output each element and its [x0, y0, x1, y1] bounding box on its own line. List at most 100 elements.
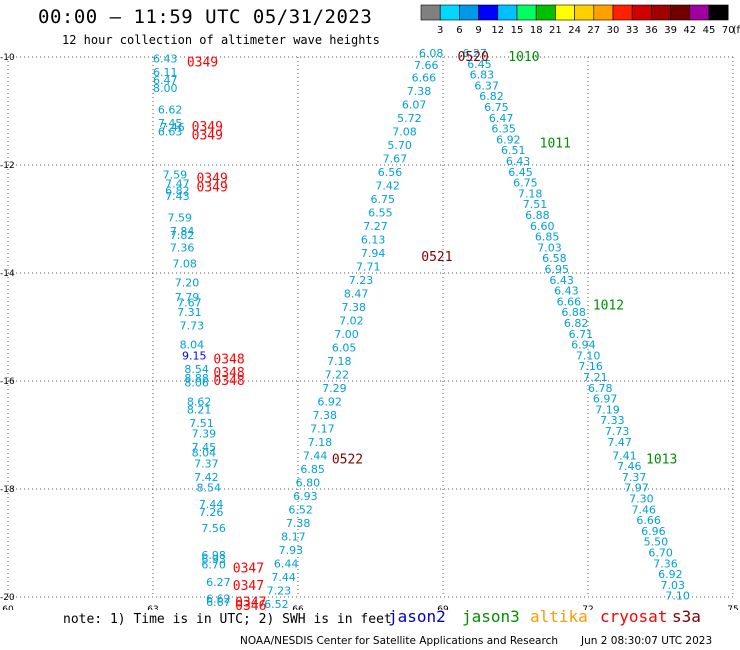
swh-value: 7.59 — [168, 212, 193, 225]
scale-label: 39 — [664, 25, 677, 36]
swh-value: 6.98 — [201, 549, 226, 562]
swh-value: 6.82 — [479, 90, 504, 103]
scale-label: 36 — [645, 25, 658, 36]
swh-value: 7.20 — [175, 277, 200, 290]
swh-value: 7.38 — [407, 85, 432, 98]
swh-value: 6.35 — [491, 123, 516, 136]
swh-value: 6.43 — [506, 155, 531, 168]
swh-value: 7.71 — [356, 260, 381, 273]
swh-value: 6.88 — [561, 306, 586, 319]
swh-value: 7.84 — [170, 225, 195, 238]
swh-value: 6.08 — [419, 47, 444, 60]
swh-value: 8.04 — [180, 339, 205, 352]
legend-jason2: jason2 — [388, 607, 446, 626]
swh-value: 7.93 — [279, 544, 304, 557]
swh-value: 6.88 — [525, 209, 550, 222]
swh-value: 6.95 — [545, 263, 570, 276]
swh-value: 6.92 — [496, 133, 520, 146]
swh-value: 7.47 — [165, 178, 190, 191]
swh-value: 8.54 — [197, 482, 222, 495]
x-tick-label: 60 — [2, 605, 14, 610]
legend-s3a: s3a — [672, 607, 701, 626]
swh-value: 7.02 — [339, 314, 364, 327]
swh-value: 8.00 — [153, 82, 178, 95]
swh-value: 6.66 — [636, 514, 661, 527]
scale-label: 21 — [549, 25, 562, 36]
swh-value: 7.21 — [583, 371, 608, 384]
swh-value: 7.44 — [199, 498, 224, 511]
track-time-label: 0349 — [197, 172, 228, 187]
swh-value: 6.47 — [153, 74, 178, 87]
swh-value: 7.66 — [414, 59, 439, 72]
swh-value: 7.17 — [310, 422, 335, 435]
swh-value: 7.37 — [622, 471, 647, 484]
swh-value: 6.60 — [530, 220, 555, 233]
swh-value: 7.51 — [189, 417, 214, 430]
scale-label: 3 — [437, 25, 443, 36]
swh-value: 6.96 — [641, 525, 666, 538]
swh-value: 6.82 — [564, 317, 589, 330]
swh-value: 6.66 — [557, 295, 582, 308]
swh-value: 8.88 — [184, 372, 209, 385]
swh-value: 7.56 — [201, 522, 226, 535]
footer-credit: NOAA/NESDIS Center for Satellite Applica… — [240, 635, 558, 647]
swh-value: 6.85 — [300, 463, 325, 476]
swh-value: 8.04 — [192, 447, 217, 460]
swh-value: 7.59 — [163, 169, 188, 182]
page-subtitle: 12 hour collection of altimeter wave hei… — [62, 33, 380, 47]
swh-value: 7.42 — [375, 179, 400, 192]
swh-value: 6.56 — [378, 166, 403, 179]
swh-value: 6.75 — [513, 177, 538, 190]
swh-value: 7.36 — [653, 557, 678, 570]
swh-value: 7.30 — [629, 493, 654, 506]
swh-value: 6.43 — [153, 52, 178, 65]
swh-value: 6.75 — [371, 193, 396, 206]
swh-value: 7.38 — [286, 517, 311, 530]
scale-label: 33 — [626, 25, 639, 36]
swh-value: 7.97 — [624, 482, 649, 495]
swh-value: 6.45 — [508, 166, 533, 179]
x-tick-label: 75 — [727, 605, 738, 610]
scale-label: 45 — [703, 25, 716, 36]
swh-value: 7.00 — [334, 328, 359, 341]
legend-altika: altika — [530, 607, 588, 626]
swh-value: 6.75 — [484, 101, 509, 114]
swh-value: 6.82 — [165, 185, 190, 198]
swh-value: 7.41 — [612, 449, 637, 462]
swh-value: 7.46 — [632, 503, 657, 516]
swh-value: 7.45 — [192, 441, 217, 454]
swh-value: 7.67 — [177, 296, 202, 309]
x-tick-label: 63 — [147, 605, 158, 610]
swh-value: 7.33 — [600, 414, 625, 427]
scale-label: 70 — [722, 25, 735, 36]
footer-note: note: 1) Time is in UTC; 2) SWH is in fe… — [63, 612, 392, 627]
swh-value: 6.66 — [412, 71, 437, 84]
x-tick-label: 72 — [582, 605, 593, 610]
x-tick-label: 66 — [292, 605, 304, 610]
swh-value: 6.52 — [288, 503, 313, 516]
swh-value: 6.47 — [489, 112, 513, 125]
swh-value: 6.43 — [549, 274, 574, 287]
swh-value: 7.26 — [199, 506, 224, 519]
scale-label: 18 — [530, 25, 543, 36]
scale-label: (ft) — [733, 25, 740, 36]
swh-value: 6.85 — [535, 231, 560, 244]
scale-label: 42 — [683, 25, 696, 36]
swh-value: 6.92 — [317, 395, 342, 408]
swh-value: 6.37 — [474, 79, 499, 92]
scale-label: 15 — [511, 25, 524, 36]
track-time-label: 0349 — [197, 181, 228, 196]
swh-value: 6.58 — [542, 252, 567, 265]
track-time-label: 1012 — [593, 298, 624, 313]
swh-value: 7.38 — [342, 301, 367, 314]
track-time-label: 1010 — [508, 50, 539, 65]
swh-value: 6.97 — [593, 393, 618, 406]
swh-value: 7.67 — [383, 152, 408, 165]
swh-value: 7.46 — [160, 121, 185, 134]
swh-value: 7.39 — [192, 428, 217, 441]
swh-value: 7.10 — [665, 590, 690, 603]
track-time-label: 0349 — [187, 55, 218, 70]
legend-cryosat: cryosat — [600, 607, 668, 626]
track-time-label: 0521 — [421, 250, 452, 265]
